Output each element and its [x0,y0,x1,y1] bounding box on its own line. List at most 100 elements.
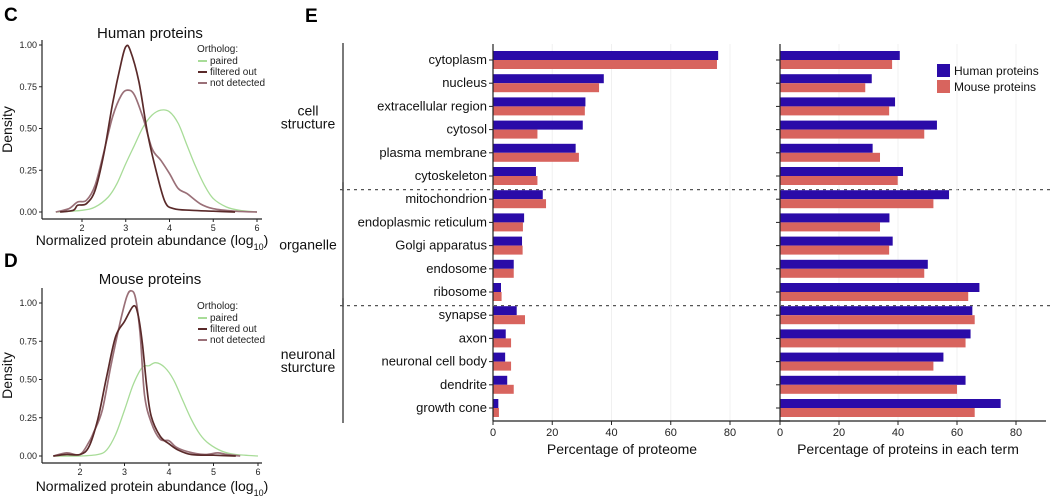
bar-mouse [493,60,717,69]
x-tick-label: 6 [254,223,259,233]
group-label: structure [281,116,336,132]
bar-human [493,329,506,339]
bar-human [493,283,501,292]
category-label: Golgi apparatus [395,238,487,253]
group-label: sturcture [281,359,336,375]
x-tick-label: 4 [166,467,171,477]
bar-mouse [493,408,499,417]
bar-subplot-2: 0 20 40 60 80 Percentage of proteins in each … [776,44,1046,457]
y-axis-label: Density [0,352,15,399]
legend-label: paired [210,56,238,67]
subscript: 10 [254,242,264,252]
bar-human [493,399,499,408]
density-curve-paired [55,109,258,213]
bar-human [780,236,893,246]
bar-mouse [493,222,523,232]
bar-human [780,213,890,223]
category-label: cytoplasm [428,52,487,67]
chart-title: Mouse proteins [99,271,202,288]
bar-human [780,74,872,84]
category-label: ribosome [434,284,487,299]
y-tick-label: 0.00 [19,451,37,461]
bar-mouse [493,315,525,325]
legend-title: Ortholog: [197,301,238,312]
bar-human [780,97,896,107]
bar-human [493,306,517,316]
x-tick-label: 5 [211,467,216,477]
bar-human [780,143,873,153]
bar-mouse [493,83,600,93]
x-tick-label: 20 [833,427,845,439]
bar-human [493,375,508,385]
chart-title: Human proteins [97,25,203,42]
y-tick-label: 0.50 [19,124,37,134]
x-tick-label: 60 [951,427,963,439]
bar-human [780,352,944,362]
bar-mouse [493,384,514,394]
bar-mouse [493,129,538,139]
density-plot-d: D Mouse proteins 0.00 0.25 0.50 0.75 1.00 2 3 4 5 6… [0,251,268,498]
y-tick-label: 0.50 [19,375,37,385]
x-axis-label: Percentage of proteome [547,441,697,457]
bar-mouse [780,129,925,139]
x-tick-label: 5 [211,223,216,233]
bar-human [780,259,928,269]
bar-mouse [780,199,934,209]
bar-mouse [780,106,890,116]
bar-human [493,120,583,130]
x-tick-label: 4 [167,223,172,233]
y-axis-label: Density [0,106,15,153]
category-label: nucleus [442,75,487,90]
legend-label: filtered out [210,67,257,78]
category-label: endosome [426,261,487,276]
bar-mouse [493,292,502,301]
y-tick-label: 0.25 [19,413,37,423]
legend-title: Ortholog: [197,44,238,55]
category-label: synapse [439,307,487,322]
bar-mouse [780,176,898,185]
group-label: neuronal [281,346,336,362]
panel-letter: E [305,6,318,27]
bar-mouse [493,199,547,209]
y-tick-label: 0.25 [19,165,37,175]
x-tick-label: 80 [724,427,736,439]
density-curve-not-detected [55,89,258,213]
bar-human [493,236,523,246]
x-tick-label: 60 [665,427,677,439]
category-label: growth cone [416,400,487,415]
bar-mouse [780,245,890,255]
category-label: cytosol [447,122,488,137]
x-tick-label: 0 [490,427,496,439]
bar-human [780,51,900,60]
x-tick-label: 40 [892,427,904,439]
x-tick-label: 0 [777,427,783,439]
bar-mouse [780,268,925,278]
bar-human [493,352,506,362]
legend-label: Mouse proteins [954,80,1036,94]
density-plot-c: C Human proteins 0.00 0.25 0.50 0.75 1.00 2 3 4 5 6… [0,5,268,252]
category-label: cytoskeleton [415,168,487,183]
bar-human [493,213,525,223]
density-curve-paired [53,362,259,457]
bar-mouse [493,152,579,162]
bar-mouse [493,361,512,371]
category-label: plasma membrane [379,145,487,160]
y-tick-label: 1.00 [19,40,37,50]
bar-human [780,329,971,339]
bar-mouse [780,384,957,394]
category-label: mitochondrion [405,191,487,206]
density-curve-filtered-out [53,304,236,457]
y-tick-label: 0.75 [19,336,37,346]
x-tick-label: 6 [255,467,260,477]
bar-human [780,190,950,200]
bar-human [780,120,937,130]
bar-mouse [780,315,975,325]
subscript: 10 [254,488,264,498]
bar-mouse [780,338,966,348]
bar-mouse [780,361,934,371]
bar-human [493,97,586,107]
bar-human [493,190,543,200]
panel-letter: C [4,5,18,26]
bar-human [780,399,1001,408]
